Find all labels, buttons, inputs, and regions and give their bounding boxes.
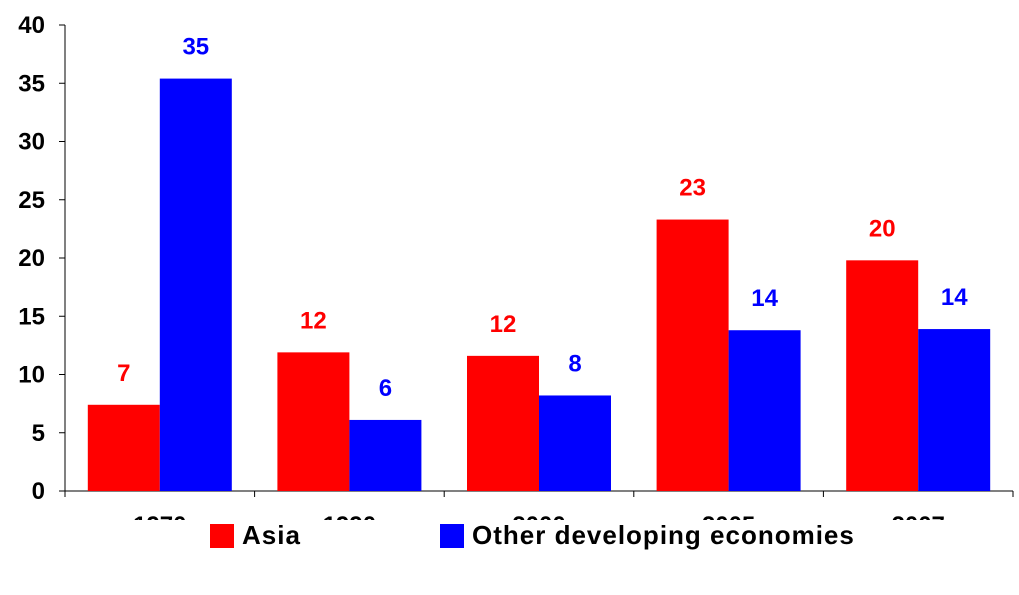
data-label: 6	[379, 375, 392, 402]
bars	[87, 78, 991, 491]
legend-item-other: Other developing economies	[440, 520, 855, 551]
bar-chart: 0 5 10 15 20 25 30 35 40 1970 1990 2000 2005 2007 7 12…	[18, 12, 1014, 520]
data-label: 12	[490, 311, 517, 338]
y-tick-label: 15	[18, 303, 45, 330]
y-tick-label: 40	[18, 12, 45, 39]
x-tick-label: 2007	[892, 512, 945, 520]
bar	[87, 404, 160, 491]
y-tick-label: 35	[18, 70, 45, 97]
y-tick-label: 10	[18, 362, 45, 389]
data-label: 23	[679, 175, 706, 202]
x-tick-label: 1970	[133, 512, 186, 520]
legend-swatch-other	[440, 523, 464, 548]
legend-label-other: Other developing economies	[472, 520, 855, 550]
data-label: 7	[117, 360, 130, 387]
data-label: 8	[568, 350, 581, 377]
legend: Asia Other developing economies	[0, 520, 1019, 560]
axes: 0 5 10 15 20 25 30 35 40 1970 1990 2000 2005 2007	[18, 12, 1014, 520]
data-label: 14	[751, 285, 778, 312]
data-label: 12	[300, 307, 327, 334]
y-tick-label: 30	[18, 129, 45, 156]
y-tick-label: 25	[18, 187, 45, 214]
bar	[467, 355, 539, 491]
legend-item-asia: Asia	[210, 520, 301, 551]
data-labels: 7 12 12 23 20 35 6 8 14 14	[117, 34, 968, 402]
bar	[918, 329, 991, 491]
data-label: 35	[182, 34, 209, 61]
y-tick-label: 5	[32, 420, 45, 447]
data-label: 14	[941, 284, 968, 311]
bar	[846, 260, 919, 491]
bar	[539, 395, 611, 491]
bar	[656, 219, 729, 491]
bar	[159, 78, 232, 491]
y-tick-label: 20	[18, 245, 45, 272]
bar	[277, 352, 350, 491]
legend-label-asia: Asia	[242, 520, 301, 550]
bar	[728, 330, 801, 491]
legend-swatch-asia	[210, 523, 234, 548]
x-tick-label: 2005	[702, 512, 755, 520]
x-tick-label: 2000	[512, 512, 565, 520]
data-label: 20	[869, 215, 896, 242]
y-tick-label: 0	[32, 478, 45, 505]
bar	[349, 419, 422, 491]
x-tick-label: 1990	[323, 512, 376, 520]
